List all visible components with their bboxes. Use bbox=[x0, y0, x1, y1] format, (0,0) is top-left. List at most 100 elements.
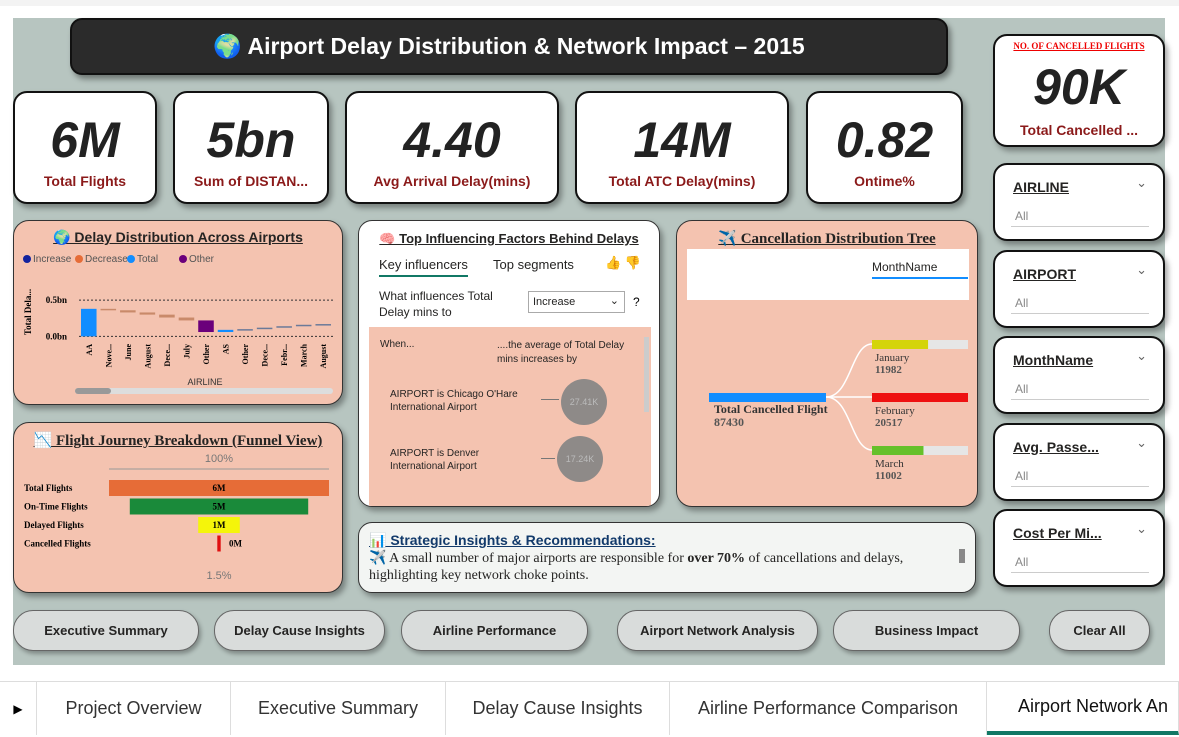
panel-title: 🧠 Top Influencing Factors Behind Delays bbox=[379, 231, 639, 246]
tab[interactable]: Top segments bbox=[493, 257, 574, 272]
page-tab[interactable]: Project Overview bbox=[37, 682, 231, 735]
tree-bar bbox=[872, 446, 924, 455]
chevron[interactable]: ⌄ bbox=[1136, 521, 1147, 536]
chevron[interactable]: ⌄ bbox=[1136, 261, 1147, 277]
scrollbar[interactable] bbox=[644, 337, 649, 412]
nav-button[interactable]: Clear All bbox=[1049, 610, 1150, 651]
kpi-value: 5bn bbox=[206, 112, 296, 168]
waterfall-bar bbox=[120, 310, 136, 313]
kpi-label: Sum of DISTAN... bbox=[193, 173, 309, 189]
x-axis-label: AIRLINE bbox=[187, 377, 222, 387]
feedback-icons[interactable]: 👍 👎 bbox=[605, 255, 641, 270]
waterfall-panel: 🌍 Delay Distribution Across Airports bbox=[13, 220, 343, 405]
dropdown[interactable]: Increase ⌄ bbox=[528, 291, 625, 313]
top-strip bbox=[0, 0, 1179, 6]
x-tick-label: AA bbox=[85, 344, 94, 356]
y-axis-label: Total Dela... bbox=[23, 289, 33, 335]
influencers-panel: 🧠 Top Influencing Factors Behind Delays … bbox=[358, 220, 660, 507]
slicer[interactable]: Cost Per Mi... ⌄ All bbox=[993, 509, 1165, 587]
cancelled-card: NO. OF CANCELLED FLIGHTS 90K Total Cance… bbox=[993, 34, 1165, 147]
chevron[interactable]: ⌄ bbox=[1136, 434, 1147, 450]
funnel-stage-name: On-Time Flights bbox=[24, 502, 88, 512]
average-label: ....the average of Total Delay mins incr… bbox=[497, 340, 625, 365]
slicer-dropdown[interactable]: All bbox=[1011, 292, 1149, 314]
kpi-label: Total Cancelled ... bbox=[1020, 122, 1138, 138]
waterfall-bar bbox=[159, 314, 175, 318]
influencer-text[interactable]: AIRPORT is Chicago O'Hare International … bbox=[390, 389, 518, 413]
insights-title: 📊 Strategic Insights & Recommendations: bbox=[369, 532, 656, 548]
card-heading: NO. OF CANCELLED FLIGHTS bbox=[1013, 41, 1145, 51]
dropdown-value: Increase bbox=[533, 296, 576, 308]
slicer-dropdown[interactable]: All bbox=[1011, 551, 1149, 573]
tab-arrow[interactable]: ▶ bbox=[0, 682, 37, 735]
nav-button[interactable]: Airline Performance bbox=[401, 610, 588, 651]
x-tick-label: Nove... bbox=[104, 344, 113, 367]
kpi-value: 14M bbox=[633, 112, 731, 168]
slicer[interactable]: Avg. Passe... ⌄ All bbox=[993, 422, 1165, 501]
x-tick-label: August bbox=[143, 344, 152, 369]
waterfall-bar bbox=[276, 326, 292, 328]
kpi-label: Ontime% bbox=[854, 173, 915, 189]
waterfall-bar bbox=[139, 312, 156, 315]
slicer-value: All bbox=[1015, 555, 1029, 569]
tree-node-value: 11982 bbox=[875, 364, 902, 376]
legend-label: Other bbox=[189, 254, 215, 265]
panel-title: 📉 Flight Journey Breakdown (Funnel View) bbox=[33, 433, 323, 449]
legend-swatch bbox=[127, 255, 135, 263]
kpi-card: 0.82 Ontime% bbox=[806, 91, 963, 204]
slicer[interactable]: AIRLINE ⌄ All bbox=[993, 163, 1165, 241]
chevron[interactable]: ⌄ bbox=[1136, 175, 1147, 190]
kpi-label: Total Flights bbox=[43, 173, 127, 189]
x-tick-label: AS bbox=[222, 343, 231, 354]
slicer-dropdown[interactable]: All bbox=[1011, 205, 1149, 227]
help[interactable]: ? bbox=[633, 295, 640, 309]
funnel-stage-name: Cancelled Flights bbox=[24, 539, 91, 549]
insights-text: ✈️ A small number of major airports are … bbox=[369, 550, 949, 584]
nav-button[interactable]: Executive Summary bbox=[13, 610, 199, 651]
nav-button[interactable]: Business Impact bbox=[833, 610, 1020, 651]
page-tab[interactable]: Delay Cause Insights bbox=[446, 682, 670, 735]
influencer-text[interactable]: AIRPORT is Denver International Airport bbox=[390, 448, 480, 472]
tree-root-name: Total Cancelled Flight bbox=[714, 402, 828, 416]
waterfall-bar bbox=[100, 308, 117, 311]
legend-swatch bbox=[179, 255, 187, 263]
question: What influences Total Delay mins to bbox=[379, 289, 493, 319]
tree-root-value: 87430 bbox=[714, 415, 744, 429]
slicer[interactable]: MonthName ⌄ All bbox=[993, 336, 1165, 414]
tree-node-name: January bbox=[875, 352, 910, 364]
waterfall-bar bbox=[198, 320, 214, 333]
emphasis: over 70% bbox=[687, 551, 746, 566]
nav-button[interactable]: Delay Cause Insights bbox=[214, 610, 385, 651]
slicer-dropdown[interactable]: All bbox=[1011, 465, 1149, 487]
chevron[interactable]: ⌄ bbox=[1136, 348, 1147, 363]
tree-panel: ✈️ Cancellation Distribution Tree MonthN… bbox=[676, 220, 978, 507]
nav-button[interactable]: Airport Network Analysis bbox=[617, 610, 818, 651]
scrollbar-thumb bbox=[75, 388, 111, 394]
tree-node-value: 20517 bbox=[875, 417, 903, 429]
funnel-stage-name: Total Flights bbox=[24, 483, 73, 493]
waterfall-bar bbox=[217, 329, 234, 333]
waterfall-chart: Increase Decrease Total Other 0.5bn 0.0bn Tota… bbox=[23, 254, 333, 394]
arrow bbox=[541, 458, 555, 459]
page-tab[interactable]: Executive Summary bbox=[231, 682, 446, 735]
page-tab[interactable]: Airline Performance Comparison bbox=[670, 682, 987, 735]
text: of cancellations and delays, highlightin… bbox=[369, 551, 904, 583]
waterfall-bar bbox=[295, 324, 312, 327]
slicer-title: AIRPORT bbox=[1013, 265, 1076, 282]
panel-title: ✈️ Cancellation Distribution Tree bbox=[718, 231, 936, 247]
page-tab[interactable]: Airport Network An bbox=[987, 682, 1179, 735]
slicer-dropdown[interactable]: All bbox=[1011, 378, 1149, 400]
tree-root-bar bbox=[709, 393, 826, 402]
funnel-top-label: 100% bbox=[205, 453, 233, 465]
slicer-value: All bbox=[1015, 468, 1029, 483]
kpi-card: 6M Total Flights bbox=[13, 91, 157, 204]
tab[interactable]: Key influencers bbox=[379, 257, 468, 277]
slicer[interactable]: AIRPORT ⌄ All bbox=[993, 249, 1165, 328]
funnel-value-label: 0M bbox=[229, 539, 243, 549]
waterfall-bar bbox=[81, 308, 97, 337]
tree-node-value: 11002 bbox=[875, 470, 902, 482]
tree-link bbox=[825, 343, 873, 398]
scrollbar[interactable] bbox=[959, 549, 965, 563]
legend-label: Decrease bbox=[85, 254, 128, 265]
